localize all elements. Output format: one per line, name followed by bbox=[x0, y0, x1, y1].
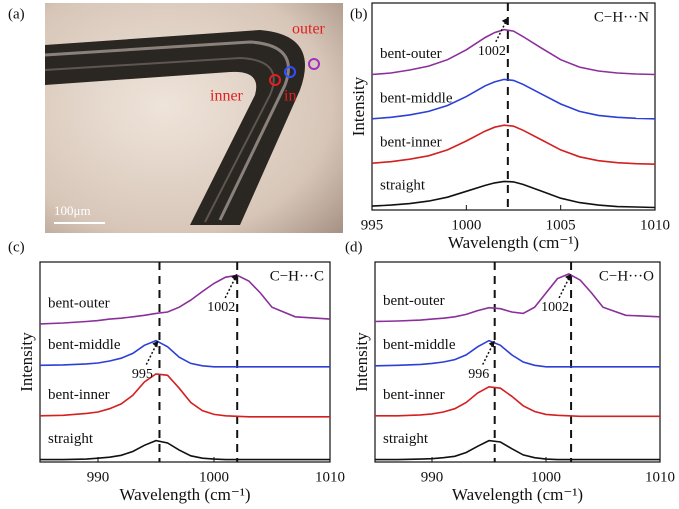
series-label: straight bbox=[380, 177, 426, 193]
plot-frame bbox=[374, 261, 661, 463]
annotation-text: 996 bbox=[468, 367, 489, 382]
annotation-arrow bbox=[495, 17, 509, 43]
spectrum-line bbox=[39, 274, 331, 325]
spectrum-line bbox=[371, 124, 656, 165]
spectrum-line bbox=[39, 373, 330, 418]
series-label: bent-inner bbox=[48, 387, 110, 403]
marker-outer bbox=[308, 58, 320, 70]
spectrum-line bbox=[375, 439, 660, 461]
annotation-arrowhead bbox=[152, 340, 159, 348]
annotation-arrow bbox=[558, 273, 572, 299]
fiber-highlight bbox=[44, 40, 290, 221]
annotation-arrowhead bbox=[501, 17, 508, 25]
panel-label: (a) bbox=[8, 6, 25, 22]
x-tick-label: 990 bbox=[421, 469, 444, 485]
series-label: bent-middle bbox=[383, 337, 456, 353]
x-tick-label: 990 bbox=[87, 469, 110, 485]
spectrum-line bbox=[375, 385, 660, 418]
annotation-arrowhead bbox=[488, 340, 495, 348]
spectrum-line bbox=[371, 78, 656, 120]
x-axis-label: Wavelength (cm⁻¹) bbox=[119, 485, 250, 504]
spectrum-line bbox=[374, 273, 661, 323]
series-label: bent-inner bbox=[383, 387, 445, 403]
annotation-text: 1002 bbox=[207, 300, 235, 315]
series-label: bent-middle bbox=[380, 90, 453, 106]
annotation-arrowhead bbox=[565, 273, 572, 281]
spectrum-line bbox=[371, 180, 656, 209]
series-label: bent-outer bbox=[48, 295, 110, 311]
spectrum-line bbox=[39, 339, 330, 368]
y-axis-label: Intensity bbox=[352, 332, 371, 392]
x-tick-label: 1005 bbox=[546, 217, 576, 233]
panel-label: (d) bbox=[345, 239, 363, 255]
x-tick-label: 1010 bbox=[640, 217, 670, 233]
x-axis-label: Wavelength (cm⁻¹) bbox=[448, 233, 579, 252]
panel-label: (b) bbox=[350, 6, 368, 22]
spectrum-line bbox=[374, 339, 660, 368]
annotation-arrow bbox=[224, 273, 238, 299]
scale-label: 100μm bbox=[54, 203, 91, 218]
annotation-text: 1002 bbox=[478, 44, 506, 59]
fiber-highlight bbox=[44, 56, 275, 223]
annotation-text: 1002 bbox=[541, 300, 569, 315]
plot-frame bbox=[371, 2, 656, 211]
x-tick-label: 1010 bbox=[315, 469, 345, 485]
annotation-arrow bbox=[145, 340, 159, 365]
spectrum-line bbox=[40, 439, 330, 461]
x-tick-label: 1000 bbox=[199, 469, 229, 485]
x-tick-label: 995 bbox=[361, 217, 384, 233]
series-label: bent-outer bbox=[383, 293, 445, 309]
x-tick-label: 1000 bbox=[531, 469, 561, 485]
y-axis-label: Intensity bbox=[17, 332, 36, 392]
x-axis-label: Wavelength (cm⁻¹) bbox=[452, 485, 583, 504]
annotation-arrowhead bbox=[231, 273, 238, 281]
panel-label: (c) bbox=[8, 239, 25, 255]
bond-label: C−H···C bbox=[270, 268, 324, 284]
photo-panel: (a) outer inner in 100μm bbox=[8, 3, 343, 233]
x-tick-label: 1010 bbox=[645, 469, 675, 485]
marker-middle bbox=[284, 66, 296, 78]
series-label: bent-middle bbox=[48, 337, 121, 353]
plot-frame bbox=[39, 261, 331, 463]
annotation-text: 995 bbox=[132, 367, 153, 382]
spectrum-line bbox=[371, 28, 656, 76]
bond-label: C−H···N bbox=[594, 9, 649, 25]
bond-label: C−H···O bbox=[599, 268, 654, 284]
x-tick-label: 1000 bbox=[451, 217, 481, 233]
marker-inner bbox=[269, 74, 281, 86]
series-label: straight bbox=[48, 431, 94, 447]
series-label: bent-inner bbox=[380, 135, 442, 151]
photo-label: in bbox=[284, 88, 296, 105]
series-label: bent-outer bbox=[380, 46, 442, 62]
y-axis-label: Intensity bbox=[349, 76, 368, 136]
annotation-arrow bbox=[482, 340, 496, 365]
photo-label: inner bbox=[210, 88, 244, 105]
photo-label: outer bbox=[292, 21, 326, 38]
series-label: straight bbox=[383, 431, 429, 447]
